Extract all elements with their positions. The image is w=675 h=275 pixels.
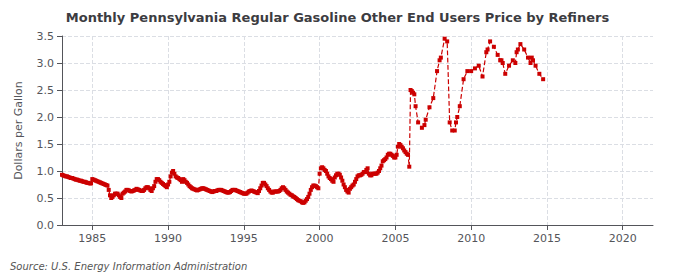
svg-text:2000: 2000 [306,232,334,245]
svg-text:Monthly Pennsylvania Regular G: Monthly Pennsylvania Regular Gasoline Ot… [66,10,610,25]
svg-text:Dollars per Gallon: Dollars per Gallon [12,81,25,180]
svg-text:1990: 1990 [154,232,182,245]
svg-text:3.0: 3.0 [37,57,55,70]
svg-text:0.0: 0.0 [37,219,55,232]
svg-text:2.0: 2.0 [37,111,55,124]
svg-text:2005: 2005 [381,232,409,245]
svg-text:2015: 2015 [533,232,561,245]
svg-text:2020: 2020 [609,232,637,245]
svg-text:2.5: 2.5 [37,84,55,97]
svg-text:1.5: 1.5 [37,138,55,151]
svg-text:1985: 1985 [78,232,106,245]
svg-text:0.5: 0.5 [37,192,55,205]
svg-text:1995: 1995 [230,232,258,245]
svg-text:3.5: 3.5 [37,30,55,43]
svg-text:1.0: 1.0 [37,165,55,178]
svg-text:2010: 2010 [457,232,485,245]
svg-text:Source: U.S. Energy Informatio: Source: U.S. Energy Information Administ… [10,261,247,272]
